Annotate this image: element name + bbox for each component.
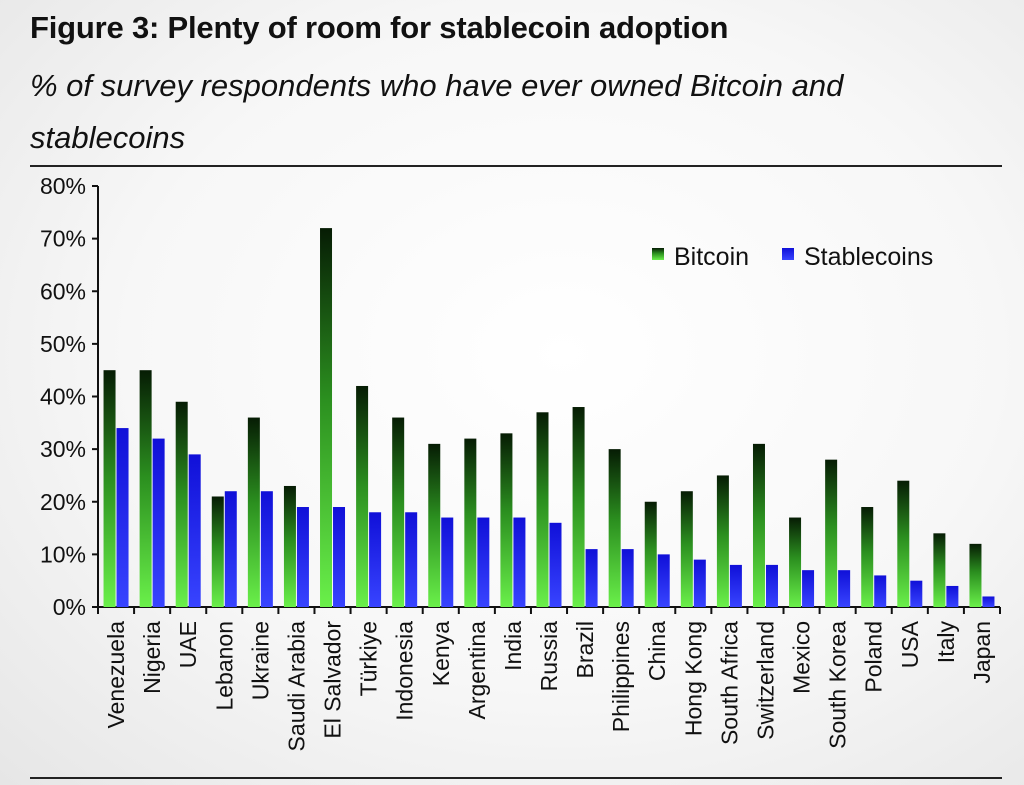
bitcoin-bar — [969, 543, 982, 607]
bars — [103, 228, 995, 607]
x-category-label: Italy — [933, 621, 959, 664]
stablecoins-bar — [982, 596, 995, 607]
bottom-rule — [30, 777, 1002, 779]
x-category-label: USA — [897, 620, 923, 668]
stablecoins-bar — [874, 575, 887, 607]
bitcoin-bar — [283, 485, 296, 607]
stablecoins-bar — [188, 454, 201, 607]
stablecoins-bar — [369, 512, 382, 607]
x-category-label: Brazil — [572, 621, 598, 679]
stablecoins-bar — [477, 517, 490, 607]
bitcoin-bar — [464, 438, 477, 607]
x-category-label: Poland — [861, 621, 887, 693]
stablecoins-bar — [693, 559, 706, 607]
x-category-label: India — [500, 621, 526, 671]
stablecoins-bar — [224, 491, 237, 607]
x-category-label: Japan — [969, 621, 995, 684]
stablecoins-bar — [585, 549, 598, 607]
stablecoins-bar — [729, 564, 742, 607]
x-category-label: Argentina — [464, 621, 490, 720]
y-tick-label: 40% — [40, 384, 86, 410]
x-category-label: Lebanon — [211, 621, 237, 711]
stablecoins-bar — [946, 585, 959, 607]
stablecoins-bar — [405, 512, 418, 607]
x-category-label: Mexico — [789, 621, 815, 694]
x-category-label: Saudi Arabia — [283, 621, 309, 752]
y-tick-label: 60% — [40, 278, 86, 304]
stablecoins-bar — [296, 507, 309, 607]
bitcoin-bar — [320, 228, 333, 607]
stablecoins-bar — [621, 549, 634, 607]
bitcoin-bar — [644, 501, 657, 607]
chart-subtitle: % of survey respondents who have ever ow… — [30, 68, 844, 155]
bitcoin-bar — [608, 449, 621, 607]
x-category-label: Philippines — [608, 621, 634, 732]
bitcoin-bar — [103, 370, 116, 607]
y-tick-label: 10% — [40, 541, 86, 567]
bitcoin-bar — [825, 459, 838, 607]
bitcoin-bar — [789, 517, 802, 607]
top-rule — [30, 165, 1002, 167]
legend: Bitcoin Stablecoins — [652, 243, 933, 271]
stablecoins-legend-swatch — [782, 248, 794, 260]
stablecoins-legend-label: Stablecoins — [804, 243, 933, 271]
x-category-label: Türkiye — [356, 621, 382, 696]
stablecoins-bar — [838, 570, 851, 607]
x-category-label: South Korea — [825, 621, 851, 749]
bitcoin-bar — [897, 480, 910, 607]
bitcoin-bar — [536, 412, 549, 607]
bitcoin-bar — [572, 407, 585, 607]
stablecoins-bar — [260, 491, 273, 607]
chart-title: Figure 3: Plenty of room for stablecoin … — [30, 10, 729, 45]
stablecoins-bar — [441, 517, 454, 607]
bitcoin-bar — [680, 491, 693, 607]
y-tick-label: 0% — [53, 594, 86, 620]
bitcoin-bar — [247, 417, 260, 607]
bitcoin-bar — [716, 475, 729, 607]
bitcoin-legend-label: Bitcoin — [674, 243, 749, 271]
x-category-label: Indonesia — [392, 621, 418, 721]
stablecoins-bar — [152, 438, 165, 607]
y-tick-label: 20% — [40, 489, 86, 515]
bitcoin-bar — [356, 385, 369, 607]
y-tick-label: 80% — [40, 173, 86, 199]
x-category-label: South Africa — [716, 621, 742, 745]
stablecoins-bar — [910, 580, 923, 607]
bitcoin-bar — [175, 401, 188, 607]
bitcoin-legend-swatch — [652, 248, 664, 260]
x-category-label: Hong Kong — [680, 621, 706, 736]
bitcoin-bar — [752, 443, 765, 607]
x-category-label: Ukraine — [247, 621, 273, 700]
x-category-label: Kenya — [428, 621, 454, 686]
bitcoin-bar — [139, 370, 152, 607]
stablecoins-bar — [549, 522, 562, 607]
bitcoin-bar — [392, 417, 405, 607]
stablecoins-bar — [765, 564, 778, 607]
bitcoin-bar — [428, 443, 441, 607]
x-category-label: China — [644, 621, 670, 681]
x-category-label: UAE — [175, 621, 201, 668]
stablecoins-bar — [802, 570, 815, 607]
stablecoins-bar — [116, 428, 129, 607]
bitcoin-bar — [500, 433, 513, 607]
bitcoin-bar — [211, 496, 224, 607]
y-tick-label: 50% — [40, 331, 86, 357]
stablecoins-bar — [513, 517, 526, 607]
x-category-label: Nigeria — [139, 621, 165, 694]
x-category-label: El Salvador — [320, 621, 346, 739]
y-tick-label: 70% — [40, 226, 86, 252]
y-tick-label: 30% — [40, 436, 86, 462]
stablecoins-bar — [657, 554, 670, 607]
x-category-label: Venezuela — [103, 621, 129, 729]
bitcoin-bar — [933, 533, 946, 607]
bitcoin-bar — [861, 507, 874, 607]
x-category-label: Russia — [536, 621, 562, 692]
x-category-label: Switzerland — [752, 621, 778, 740]
stablecoins-bar — [333, 507, 346, 607]
